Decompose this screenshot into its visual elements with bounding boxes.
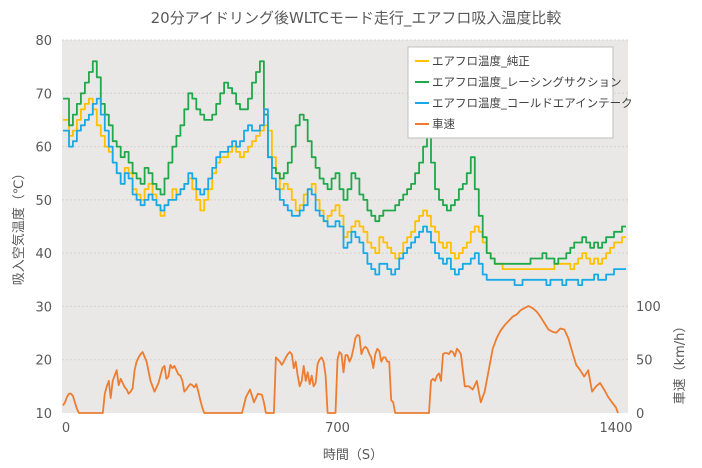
series-line-1 xyxy=(63,60,626,265)
x-tick-label: 700 xyxy=(325,421,350,436)
x-tick-label: 1400 xyxy=(599,421,632,436)
y2-tick-label: 100 xyxy=(636,300,661,315)
chart-title: 20分アイドリング後WLTCモード走行_エアフロ吸入温度比較 xyxy=(151,9,562,28)
y2-axis-label: 車速（km/h） xyxy=(673,320,688,405)
y2-tick-label: 0 xyxy=(636,407,644,422)
y-tick-label: 60 xyxy=(35,141,52,156)
legend-label: エアフロ温度_純正 xyxy=(432,54,530,68)
x-axis-ticks: 0 700 1400 xyxy=(62,421,633,436)
legend: エアフロ温度_純正エアフロ温度_レーシングサクションエアフロ温度_コールドエアイ… xyxy=(407,46,633,139)
y2-axis-ticks: 0 50 100 xyxy=(636,300,661,422)
legend-label: エアフロ温度_コールドエアインテーク xyxy=(432,96,633,110)
y-tick-label: 10 xyxy=(35,407,52,422)
y-axis-label: 吸入空気温度（℃） xyxy=(11,167,27,286)
y-tick-label: 20 xyxy=(35,354,52,369)
series-line-2 xyxy=(63,97,626,286)
y-tick-label: 80 xyxy=(35,34,52,49)
y-tick-label: 40 xyxy=(35,247,52,262)
y-tick-label: 50 xyxy=(35,194,52,209)
x-tick-label: 0 xyxy=(62,421,70,436)
legend-label: エアフロ温度_レーシングサクション xyxy=(432,75,622,89)
y2-tick-label: 50 xyxy=(636,354,653,369)
series-line-0 xyxy=(63,97,626,270)
series-line-3 xyxy=(62,305,619,414)
series-lines xyxy=(62,60,626,414)
legend-box xyxy=(407,46,614,139)
y-tick-label: 70 xyxy=(35,87,52,102)
y-axis-ticks: 10 20 30 40 50 60 70 80 xyxy=(35,34,52,422)
y-tick-label: 30 xyxy=(35,300,52,315)
x-axis-label: 時間（S） xyxy=(323,448,383,463)
legend-label: 車速 xyxy=(432,117,455,131)
